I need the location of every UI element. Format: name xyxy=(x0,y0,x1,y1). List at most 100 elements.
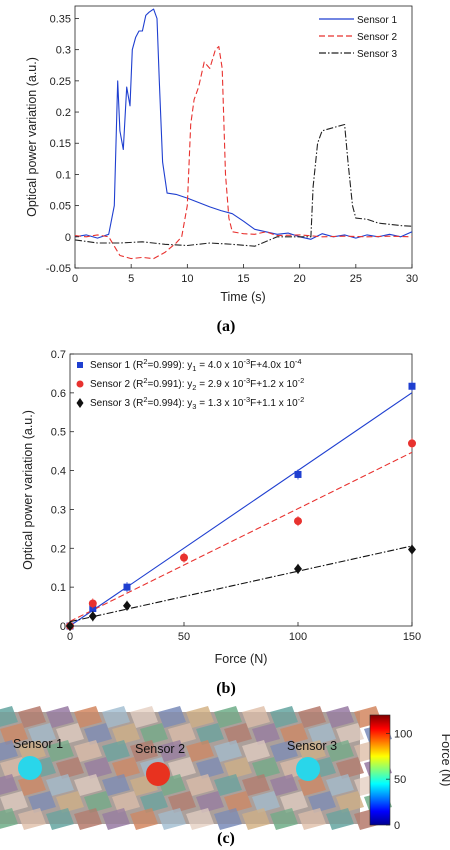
fabric-weave-patch xyxy=(102,808,130,830)
fabric-weave-patch xyxy=(112,757,140,779)
legend-a-label-3: Sensor 3 xyxy=(357,49,397,60)
xtick-a-label: 20 xyxy=(294,273,306,285)
fabric-weave-patch xyxy=(0,740,18,761)
ytick-b-label: 0.6 xyxy=(51,388,66,400)
fabric-weave-patch xyxy=(270,740,298,762)
fabric-weave-patch xyxy=(158,740,186,762)
xtick-b-label: 0 xyxy=(67,631,73,643)
xtick-b-label: 150 xyxy=(403,631,421,643)
fabric-weave-patch xyxy=(18,774,46,796)
fabric-weave-patch xyxy=(298,808,326,830)
panel-a: 0 5 10 15 20 25 30-0.0500.050.10.150.20.250.30… xyxy=(25,5,418,335)
fabric-weave-patch xyxy=(308,723,336,745)
fabric-weave-patch xyxy=(28,791,56,813)
fabric-weave-patch xyxy=(336,723,364,745)
legend-b-marker-3 xyxy=(76,398,84,408)
fabric-weave-patch xyxy=(130,740,158,762)
fabric-weave-patch xyxy=(224,791,252,813)
fabric-weave-patch xyxy=(326,808,354,830)
fabric-weave-patch xyxy=(242,774,270,796)
fabric-weave-patch xyxy=(214,706,242,728)
series-a-3-line xyxy=(75,123,412,247)
xtick-a-label: 0 xyxy=(72,273,78,285)
fabric-weave-patch xyxy=(196,791,224,813)
ytick-a-label: 0.3 xyxy=(56,45,71,57)
legend-b: Sensor 1 (R2=0.999): y1 = 4.0 x 10-3F+4.… xyxy=(76,357,304,411)
fabric-weave-patch xyxy=(224,757,252,779)
fabric-weave-patch xyxy=(214,740,242,762)
fabric-weave-patch xyxy=(130,808,158,830)
fabric-weave-patch xyxy=(18,808,46,830)
fabric-weave-patch xyxy=(74,774,102,796)
ytick-b-label: 0.3 xyxy=(51,504,66,516)
fabric-weave-patch xyxy=(84,791,112,813)
ylabel-b: Optical power variation (a.u.) xyxy=(21,410,35,570)
colorbar-label: Force (N) xyxy=(439,734,450,787)
fabric-weave-patch xyxy=(252,723,280,745)
ytick-a-label: 0.25 xyxy=(50,76,71,88)
series-a-2-line xyxy=(75,45,412,260)
fabric-weave-patch xyxy=(336,791,364,813)
ytick-b-label: 0.1 xyxy=(51,582,66,594)
xtick-a-label: 15 xyxy=(237,273,249,285)
fabric-weave-patch xyxy=(242,808,270,830)
ytick-a-label: 0.1 xyxy=(56,169,71,181)
fabric-weave-patch xyxy=(46,740,74,762)
fabric-weave-patch xyxy=(270,706,298,728)
fabric-weave-patch xyxy=(168,757,196,779)
fabric-weave-patch xyxy=(56,757,84,779)
sensor-1-marker xyxy=(18,756,42,780)
fabric-weave-patch xyxy=(214,808,242,830)
panel-b: 0 50 100 150 0 0.1 0.2 0.3 0.4 0.5 0.6 0.7 Force (N… xyxy=(21,349,421,697)
colorbar-tick-label: 0 xyxy=(394,820,400,832)
fabric-weave-patch xyxy=(56,723,84,745)
colorbar-tick-label: 50 xyxy=(394,774,406,786)
fabric-weave-patch xyxy=(56,791,84,813)
fabric-weave-patch xyxy=(84,723,112,745)
colorbar-tick-label: 100 xyxy=(394,728,412,740)
ytick-a-label: -0.05 xyxy=(46,263,71,275)
fit-line-b-3 xyxy=(70,545,412,623)
fabric-weave-patch xyxy=(242,740,270,762)
fabric-weave-patch xyxy=(112,723,140,745)
xtick-a-label: 25 xyxy=(350,273,362,285)
fabric-weave-patch xyxy=(270,774,298,796)
fabric-weave-patch xyxy=(336,757,364,779)
legend-a-label-1: Sensor 1 xyxy=(357,15,397,26)
fabric-weave-patch xyxy=(326,774,354,796)
fabric-weave-patch xyxy=(74,740,102,762)
ytick-b-label: 0.7 xyxy=(51,349,66,361)
fabric-weave-patch xyxy=(140,791,168,813)
xtick-a-label: 30 xyxy=(406,273,418,285)
fabric-weave-patch xyxy=(0,723,28,745)
sensor-3-marker xyxy=(296,757,320,781)
legend-b-label-1: Sensor 1 (R2=0.999): y1 = 4.0 x 10-3F+4.… xyxy=(90,357,302,373)
sensor-3-label: Sensor 3 xyxy=(287,739,337,753)
fabric-photo xyxy=(0,706,392,830)
legend-a: Sensor 1 Sensor 2 Sensor 3 xyxy=(316,10,408,64)
colorbar xyxy=(369,714,391,826)
fabric-weave-patch xyxy=(112,791,140,813)
fabric-weave-patch xyxy=(308,791,336,813)
fabric-weave-patch xyxy=(0,706,18,727)
panel-c: Sensor 1 Sensor 2 Sensor 3 0 50 100 Force … xyxy=(0,706,450,847)
fabric-weave-patch xyxy=(326,706,354,728)
fabric-weave-patch xyxy=(46,706,74,728)
ytick-b-label: 0.5 xyxy=(51,427,66,439)
fabric-weave-patch xyxy=(102,706,130,728)
fabric-weave-patch xyxy=(186,774,214,796)
legend-b-label-2: Sensor 2 (R2=0.991): y2 = 2.9 x 10-3F+1.… xyxy=(90,376,304,392)
ylabel-a: Optical power variation (a.u.) xyxy=(25,57,39,217)
fit-line-b-2 xyxy=(70,451,412,622)
ytick-a-label: 0.35 xyxy=(50,13,71,25)
fabric-weave-patch xyxy=(280,723,308,745)
xtick-b-label: 100 xyxy=(289,631,307,643)
fabric-weave-patch xyxy=(298,740,326,762)
fabric-weave-patch xyxy=(168,723,196,745)
legend-b-label-3: Sensor 3 (R2=0.994): y3 = 1.3 x 10-3F+1.… xyxy=(90,395,304,411)
fabric-weave-patch xyxy=(140,723,168,745)
fabric-weave-patch xyxy=(298,706,326,728)
fabric-weave-patch xyxy=(28,723,56,745)
ytick-a-label: 0.05 xyxy=(50,201,71,213)
ytick-a-label: 0 xyxy=(65,232,71,244)
